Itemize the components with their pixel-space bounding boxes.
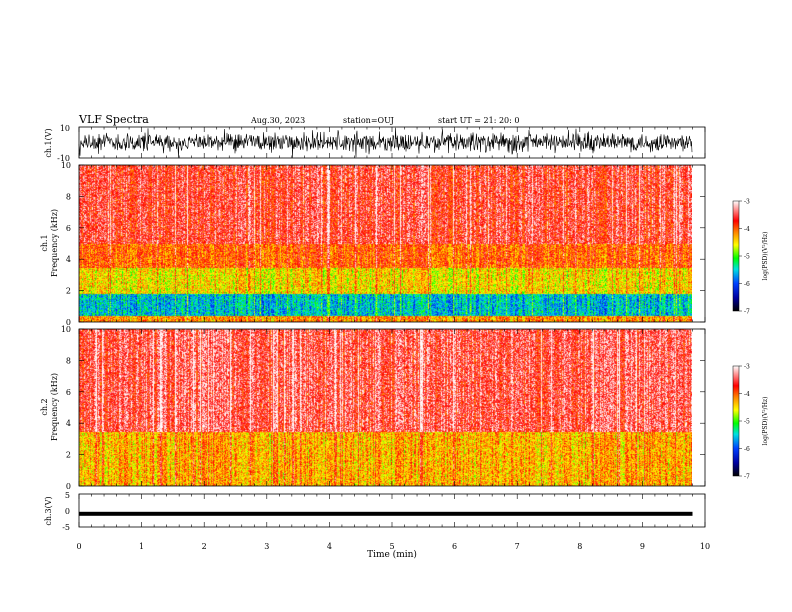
colorbar-tick-label: -5 — [744, 254, 750, 261]
ch1-spectrogram-ticks — [78, 165, 706, 322]
x-axis-ticklabels: 0 1 2 3 4 5 6 7 8 9 10 — [76, 542, 710, 551]
x-tick-label: 4 — [327, 542, 332, 551]
ch1-spec-ylabel-1: ch.1 — [40, 234, 49, 251]
ch3-ylabel: ch.3(V) — [44, 496, 53, 525]
ch1-colorbar: -3 -4 -5 -6 -7 log(PSD)(V²/Hz) — [732, 199, 769, 316]
y-tick-label: 8 — [66, 192, 71, 201]
x-tick-label: 9 — [640, 542, 645, 551]
station-label: station=OUJ — [343, 116, 394, 125]
colorbar-tick-label: -7 — [744, 474, 750, 481]
colorbar-tick-label: -7 — [744, 309, 750, 316]
x-tick-label: 3 — [264, 542, 269, 551]
ch1-ylabel: ch.1(V) — [44, 128, 53, 157]
ch2-spectrogram-ticks — [78, 329, 706, 486]
y-tick-label: 4 — [66, 419, 71, 428]
ch1-colorbar-gradient — [732, 200, 740, 312]
ch3-waveform-panel: 5 0 -5 ch.3(V) — [44, 491, 706, 532]
y-tick-label: 0 — [66, 482, 71, 491]
date-label: Aug.30, 2023 — [250, 116, 305, 125]
ch1-waveform-panel: 10 -10 ch.1(V) — [44, 124, 706, 163]
ch1-spectrogram-heatmap — [79, 165, 692, 322]
ch1-waveform-trace — [78, 127, 693, 158]
x-tick-label: 10 — [700, 542, 710, 551]
ch2-spectrogram-heatmap — [79, 329, 692, 486]
y-tick-label: 4 — [66, 255, 71, 264]
ch2-colorbar-ticklabels: -3 -4 -5 -6 -7 — [739, 364, 750, 481]
x-tick-label: 5 — [389, 542, 394, 551]
spectrogram-image — [79, 329, 692, 486]
ch3-ytick-mid: 0 — [65, 507, 70, 516]
x-tick-label: 2 — [202, 542, 207, 551]
ch3-ytick-top: 5 — [65, 491, 70, 500]
colorbar-tick-label: -6 — [744, 446, 750, 453]
ch2-spectrogram-yticklabels: 0 2 4 6 8 10 — [61, 325, 705, 491]
ch1-spec-ylabel-2: Frequency (kHz) — [50, 209, 59, 277]
ch1-colorbar-ticklabels: -3 -4 -5 -6 -7 — [739, 199, 750, 316]
y-tick-label: 6 — [66, 224, 71, 233]
ch1-spectrogram-yticklabels: 0 2 4 6 8 10 — [61, 161, 705, 327]
start-ut-label: start UT = 21: 20: 0 — [438, 116, 519, 125]
x-axis-label: Time (min) — [367, 549, 417, 560]
colorbar-tick-label: -4 — [744, 391, 750, 398]
ch3-waveform-ticks — [78, 494, 706, 527]
ch1-waveform-ticks — [78, 127, 706, 158]
ch3-waveform-trace — [79, 511, 693, 516]
ch2-spectrogram-panel: 0 2 4 6 8 10 ch.2 Frequency (kHz) — [40, 325, 706, 491]
ch2-spec-ylabel-1: ch.2 — [40, 398, 49, 415]
x-tick-label: 8 — [577, 542, 582, 551]
y-tick-label: 0 — [66, 318, 71, 327]
ch1-ytick-top: 10 — [60, 124, 70, 133]
y-tick-label: 2 — [66, 451, 71, 460]
ch1-spectrogram-panel: 0 2 4 6 8 10 ch.1 Frequency (kHz) — [40, 161, 706, 327]
colorbar-tick-label: -3 — [744, 199, 750, 206]
ch2-colorbar-label: log(PSD)(V²/Hz) — [762, 397, 769, 446]
ch1-colorbar-label: log(PSD)(V²/Hz) — [762, 232, 769, 281]
x-tick-label: 6 — [452, 542, 457, 551]
colorbar-tick-label: -6 — [744, 281, 750, 288]
ch3-ytick-bottom: -5 — [62, 523, 70, 532]
ch2-colorbar: -3 -4 -5 -6 -7 log(PSD)(V²/Hz) — [732, 364, 769, 481]
colorbar-tick-label: -3 — [744, 364, 750, 371]
ch2-spec-ylabel-2: Frequency (kHz) — [50, 373, 59, 441]
ch2-colorbar-gradient — [732, 365, 740, 477]
y-tick-label: 8 — [66, 356, 71, 365]
colorbar-tick-label: -5 — [744, 419, 750, 426]
y-tick-label: 2 — [66, 287, 71, 296]
x-tick-label: 7 — [515, 542, 520, 551]
spectrogram-image — [79, 165, 692, 322]
ch1-waveform-line — [78, 127, 693, 158]
x-tick-label: 0 — [76, 542, 81, 551]
figure-title: VLF Spectra — [78, 113, 149, 126]
y-tick-label: 10 — [61, 325, 71, 334]
ch1-ytick-bottom: -10 — [57, 154, 70, 163]
y-tick-label: 6 — [66, 388, 71, 397]
y-tick-label: 10 — [61, 161, 71, 170]
colorbar-tick-label: -4 — [744, 226, 750, 233]
x-tick-label: 1 — [139, 542, 144, 551]
